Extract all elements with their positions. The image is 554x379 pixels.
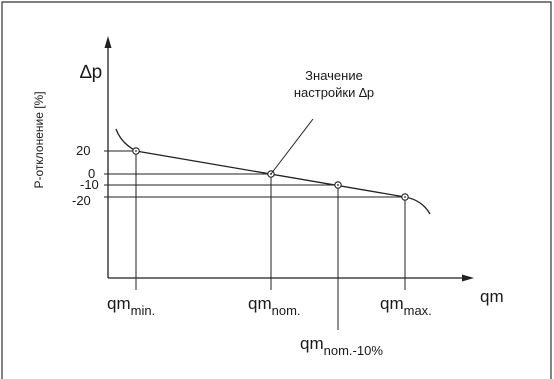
y-axis-arrow bbox=[104, 36, 112, 48]
x-label-min-base: qm bbox=[107, 294, 131, 313]
marker-max-dot bbox=[404, 196, 406, 198]
y-axis-symbol: ∆p bbox=[80, 62, 102, 83]
x-label-min: qmmin. bbox=[107, 294, 155, 318]
annotation-line2: настройки ∆p bbox=[294, 85, 374, 100]
y-tick-minus20: -20 bbox=[72, 193, 91, 208]
y-axis-title: P-отклонение [%] bbox=[32, 91, 46, 188]
marker-min-dot bbox=[135, 150, 137, 152]
annotation-line1: Значение bbox=[305, 68, 363, 83]
x-label-max-sub: max. bbox=[404, 303, 432, 318]
x-label-max: qmmax. bbox=[380, 294, 432, 318]
x-label-min-sub: min. bbox=[131, 303, 156, 318]
annotation-leader bbox=[270, 118, 314, 175]
x-axis-symbol: qm bbox=[480, 287, 504, 306]
x-label-nom-sub: nom. bbox=[272, 303, 301, 318]
x-label-nom10: qmnom.-10% bbox=[300, 334, 383, 358]
marker-nom10-dot bbox=[337, 184, 339, 186]
y-tick-0: 0 bbox=[88, 166, 95, 181]
x-label-max-base: qm bbox=[380, 294, 404, 313]
y-tick-20: 20 bbox=[76, 143, 90, 158]
x-axis-arrow bbox=[462, 274, 474, 282]
x-label-nom10-sub: nom.-10% bbox=[324, 343, 384, 358]
x-label-nom-base: qm bbox=[248, 294, 272, 313]
y-tick-minus10: -10 bbox=[80, 177, 99, 192]
x-label-nom10-base: qm bbox=[300, 334, 324, 353]
x-label-nom: qmnom. bbox=[248, 294, 301, 318]
